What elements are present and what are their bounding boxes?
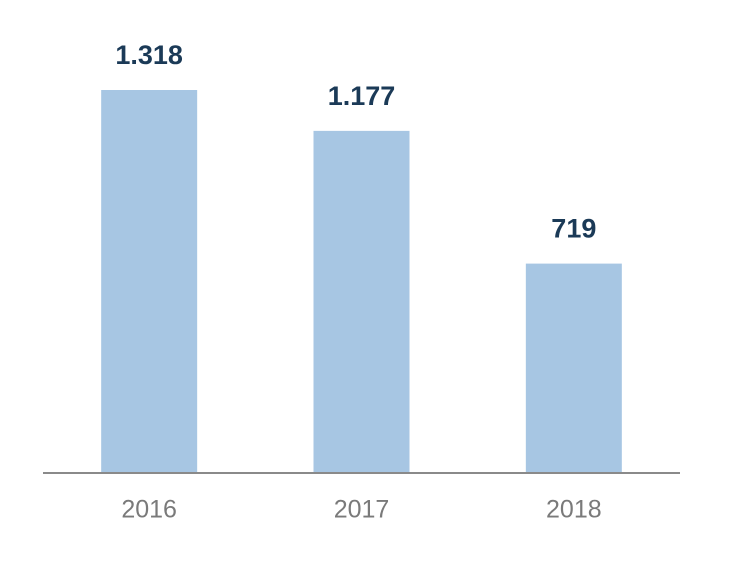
- x-tick-label: 2016: [121, 496, 177, 524]
- x-tick-label: 2018: [546, 496, 602, 524]
- value-label: 1.177: [328, 81, 396, 111]
- x-tick-label: 2017: [334, 496, 390, 524]
- bar: [525, 263, 622, 472]
- value-label: 719: [551, 214, 596, 244]
- value-label: 1.318: [115, 40, 183, 70]
- bar: [101, 90, 198, 472]
- bar: [313, 130, 410, 473]
